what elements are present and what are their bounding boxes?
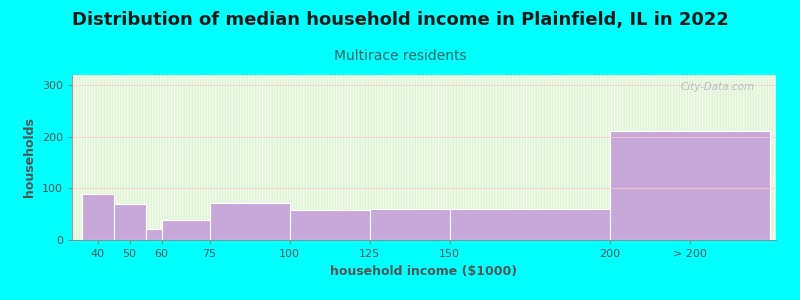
Bar bbox=[146, 229, 162, 240]
Bar bbox=[82, 194, 114, 240]
Bar bbox=[210, 203, 290, 240]
Bar bbox=[114, 204, 146, 240]
Bar bbox=[610, 131, 770, 240]
Y-axis label: households: households bbox=[23, 118, 36, 197]
X-axis label: household income ($1000): household income ($1000) bbox=[330, 265, 518, 278]
Bar bbox=[450, 209, 610, 240]
Bar bbox=[290, 210, 370, 240]
Text: Distribution of median household income in Plainfield, IL in 2022: Distribution of median household income … bbox=[71, 11, 729, 28]
Bar bbox=[162, 220, 210, 240]
Text: City-Data.com: City-Data.com bbox=[681, 82, 755, 92]
Bar bbox=[370, 209, 450, 240]
Text: Multirace residents: Multirace residents bbox=[334, 50, 466, 64]
